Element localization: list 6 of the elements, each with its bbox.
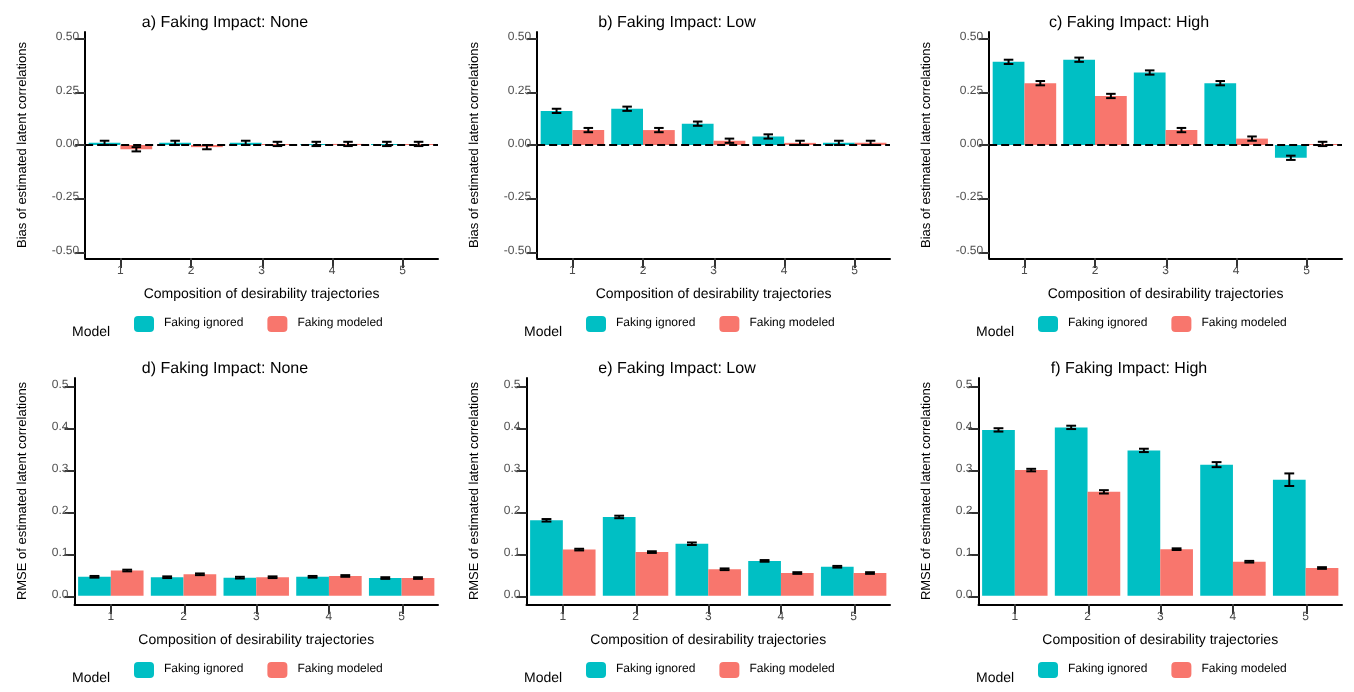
chart-title: d) Faking Impact: None [141, 359, 310, 377]
chart-title: b) Faking Impact: Low [598, 13, 757, 31]
chart-title: c) Faking Impact: High [1048, 13, 1210, 31]
chart-title: e) Faking Impact: Low [598, 359, 757, 377]
chart-title: f) Faking Impact: High [1050, 359, 1208, 377]
chart-title: a) Faking Impact: None [141, 13, 310, 31]
